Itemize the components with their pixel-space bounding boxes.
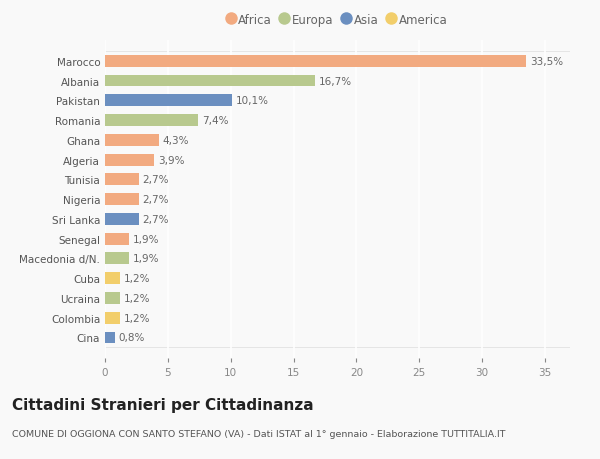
Text: 1,2%: 1,2% bbox=[124, 313, 151, 323]
Bar bbox=[105, 134, 159, 146]
Text: 33,5%: 33,5% bbox=[530, 56, 563, 67]
Text: 3,9%: 3,9% bbox=[158, 155, 184, 165]
Bar bbox=[105, 95, 232, 107]
Text: 4,3%: 4,3% bbox=[163, 135, 190, 146]
Bar bbox=[105, 253, 129, 265]
Bar bbox=[105, 332, 115, 344]
Bar bbox=[105, 56, 526, 67]
Text: 7,4%: 7,4% bbox=[202, 116, 228, 126]
Bar bbox=[105, 213, 139, 225]
Text: 0,8%: 0,8% bbox=[119, 333, 145, 343]
Text: 2,7%: 2,7% bbox=[143, 214, 169, 224]
Bar bbox=[105, 154, 154, 166]
Bar bbox=[105, 115, 198, 127]
Bar bbox=[105, 312, 120, 324]
Text: 16,7%: 16,7% bbox=[319, 76, 352, 86]
Bar bbox=[105, 273, 120, 285]
Text: COMUNE DI OGGIONA CON SANTO STEFANO (VA) - Dati ISTAT al 1° gennaio - Elaborazio: COMUNE DI OGGIONA CON SANTO STEFANO (VA)… bbox=[12, 429, 505, 438]
Text: 2,7%: 2,7% bbox=[143, 195, 169, 205]
Text: Cittadini Stranieri per Cittadinanza: Cittadini Stranieri per Cittadinanza bbox=[12, 397, 314, 412]
Text: 1,9%: 1,9% bbox=[133, 234, 159, 244]
Bar bbox=[105, 292, 120, 304]
Text: 10,1%: 10,1% bbox=[236, 96, 269, 106]
Text: 2,7%: 2,7% bbox=[143, 175, 169, 185]
Bar bbox=[105, 174, 139, 186]
Text: 1,9%: 1,9% bbox=[133, 254, 159, 264]
Bar bbox=[105, 194, 139, 206]
Bar bbox=[105, 75, 315, 87]
Text: 1,2%: 1,2% bbox=[124, 293, 151, 303]
Legend: Africa, Europa, Asia, America: Africa, Europa, Asia, America bbox=[223, 9, 452, 32]
Bar bbox=[105, 233, 129, 245]
Text: 1,2%: 1,2% bbox=[124, 274, 151, 284]
